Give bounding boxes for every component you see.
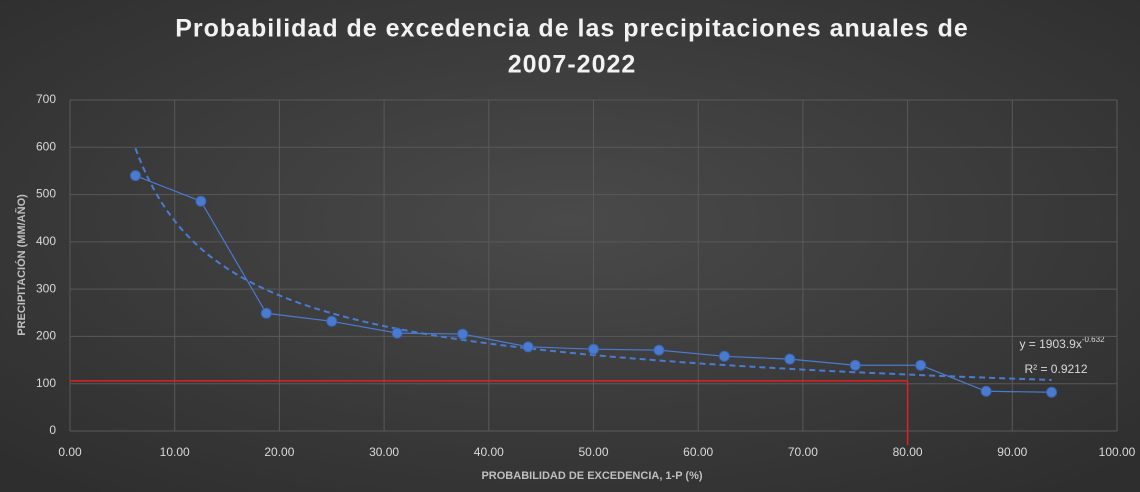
- y-tick-label: 600: [36, 139, 56, 153]
- y-tick-label: 0: [49, 423, 56, 437]
- marker: [784, 353, 796, 365]
- chart-title: 2007-2022: [508, 51, 637, 79]
- x-tick-label: 40.00: [474, 445, 504, 459]
- x-tick-label: 50.00: [578, 445, 608, 459]
- x-tick-label: 100.00: [1099, 445, 1136, 459]
- trend-equation: y = 1903.9x-0.632: [1019, 335, 1105, 351]
- x-tick-label: 20.00: [264, 445, 294, 459]
- marker: [653, 344, 665, 356]
- x-tick-label: 90.00: [997, 445, 1027, 459]
- marker: [915, 359, 927, 371]
- x-tick-label: 80.00: [893, 445, 923, 459]
- trend-r2: R² = 0.9212: [1024, 362, 1087, 376]
- marker: [588, 343, 599, 355]
- marker: [195, 195, 207, 207]
- marker: [326, 315, 338, 327]
- trendline: [134, 147, 1052, 381]
- x-tick-label: 70.00: [788, 445, 818, 459]
- marker: [129, 170, 141, 182]
- marker: [849, 359, 861, 371]
- x-tick-label: 60.00: [683, 445, 713, 459]
- y-tick-label: 100: [36, 376, 56, 390]
- marker: [457, 328, 469, 340]
- chart-title: Probabilidad de excedencia de las precip…: [175, 15, 969, 43]
- marker: [522, 341, 534, 353]
- marker: [1046, 386, 1058, 398]
- y-tick-label: 400: [36, 234, 56, 248]
- y-tick-label: 200: [36, 329, 56, 343]
- x-axis-label: PROBABILIDAD DE EXCEDENCIA, 1-P (%): [481, 470, 702, 482]
- marker: [718, 350, 730, 362]
- y-axis-label: PRECIPITACIÓN (MM/AÑO): [15, 194, 28, 336]
- trend-equation-exponent: -0.632: [1082, 335, 1105, 344]
- x-tick-label: 0.00: [58, 445, 82, 459]
- marker: [391, 327, 403, 339]
- trend-equation-base: y = 1903.9x: [1019, 337, 1081, 351]
- y-tick-label: 700: [36, 92, 56, 106]
- marker: [980, 385, 992, 397]
- x-tick-label: 30.00: [369, 445, 399, 459]
- y-tick-label: 300: [36, 281, 56, 295]
- marker: [260, 307, 272, 319]
- x-tick-label: 10.00: [160, 445, 190, 459]
- y-tick-label: 500: [36, 187, 56, 201]
